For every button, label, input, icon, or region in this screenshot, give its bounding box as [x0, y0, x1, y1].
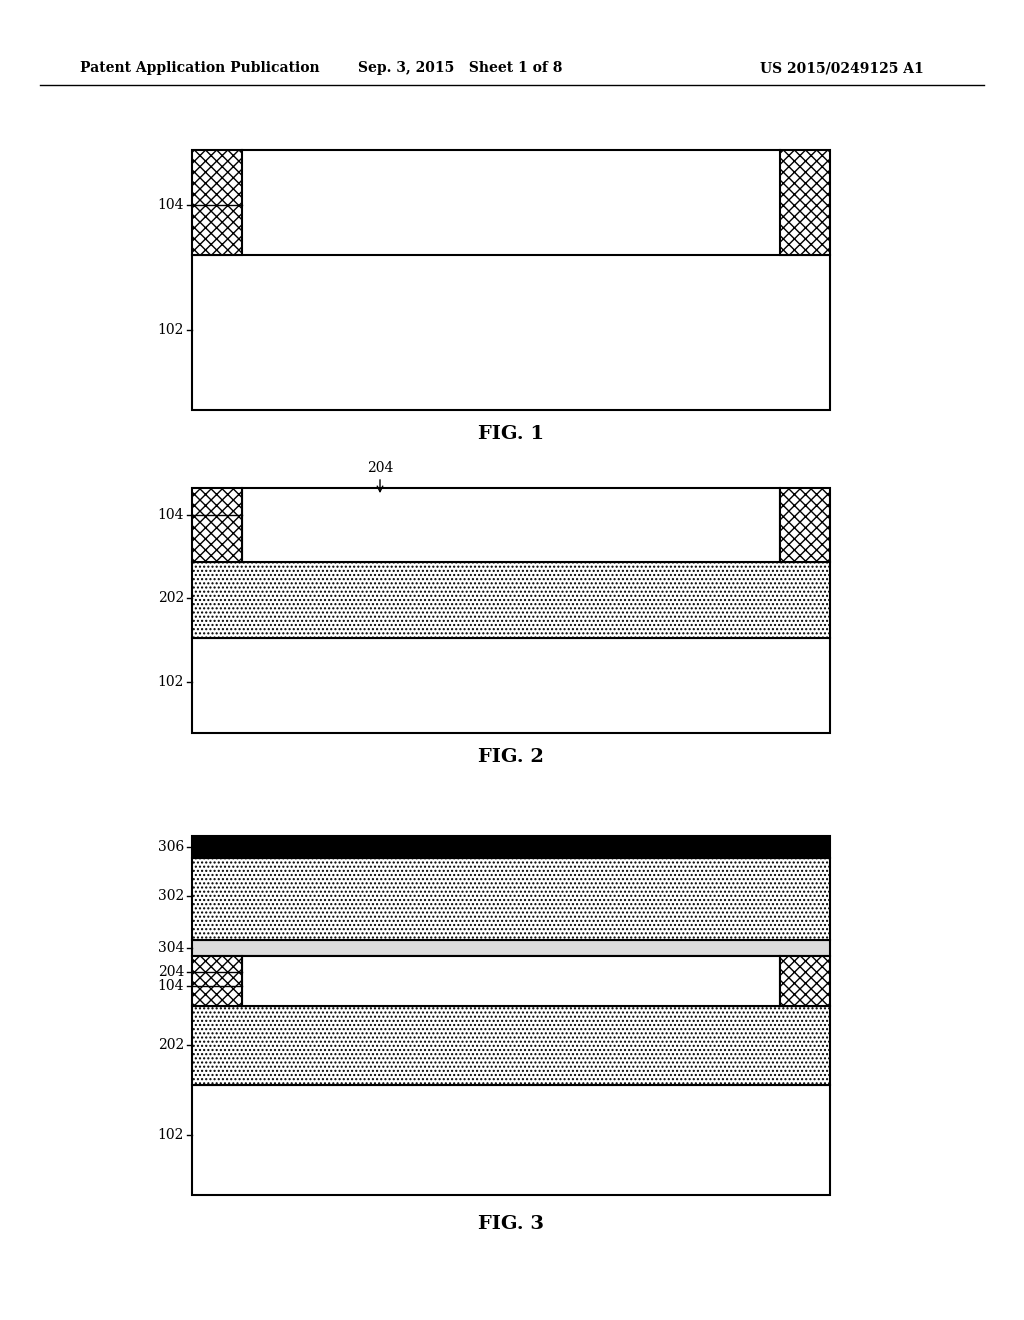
Text: 204: 204	[367, 461, 393, 475]
Bar	[193, 488, 242, 562]
Text: US 2015/0249125 A1: US 2015/0249125 A1	[760, 61, 924, 75]
Text: 104: 104	[158, 508, 184, 521]
Text: FIG. 2: FIG. 2	[478, 748, 544, 766]
Bar	[193, 255, 830, 411]
Bar	[780, 150, 830, 255]
Text: 202: 202	[158, 591, 184, 605]
Bar	[193, 836, 830, 858]
Text: Patent Application Publication: Patent Application Publication	[80, 61, 319, 75]
Bar	[193, 1085, 830, 1195]
Bar	[193, 956, 242, 1006]
Bar	[193, 940, 830, 956]
Bar	[193, 638, 830, 733]
Text: 102: 102	[158, 1129, 184, 1142]
Bar	[242, 488, 780, 562]
Text: FIG. 1: FIG. 1	[478, 425, 544, 444]
Text: 104: 104	[158, 979, 184, 993]
Bar	[780, 956, 830, 1006]
Text: 304: 304	[158, 941, 184, 954]
Text: 102: 102	[158, 323, 184, 337]
Bar	[780, 488, 830, 562]
Bar	[193, 562, 830, 638]
Text: 306: 306	[158, 840, 184, 854]
Bar	[193, 1006, 830, 1085]
Bar	[193, 150, 242, 255]
Text: 204: 204	[158, 965, 184, 979]
Text: FIG. 3: FIG. 3	[478, 1214, 544, 1233]
Bar	[193, 858, 830, 940]
Text: 102: 102	[158, 675, 184, 689]
Text: 202: 202	[158, 1038, 184, 1052]
Bar	[242, 956, 780, 1006]
Text: Sep. 3, 2015   Sheet 1 of 8: Sep. 3, 2015 Sheet 1 of 8	[357, 61, 562, 75]
Text: 302: 302	[158, 888, 184, 903]
Text: 104: 104	[158, 198, 184, 213]
